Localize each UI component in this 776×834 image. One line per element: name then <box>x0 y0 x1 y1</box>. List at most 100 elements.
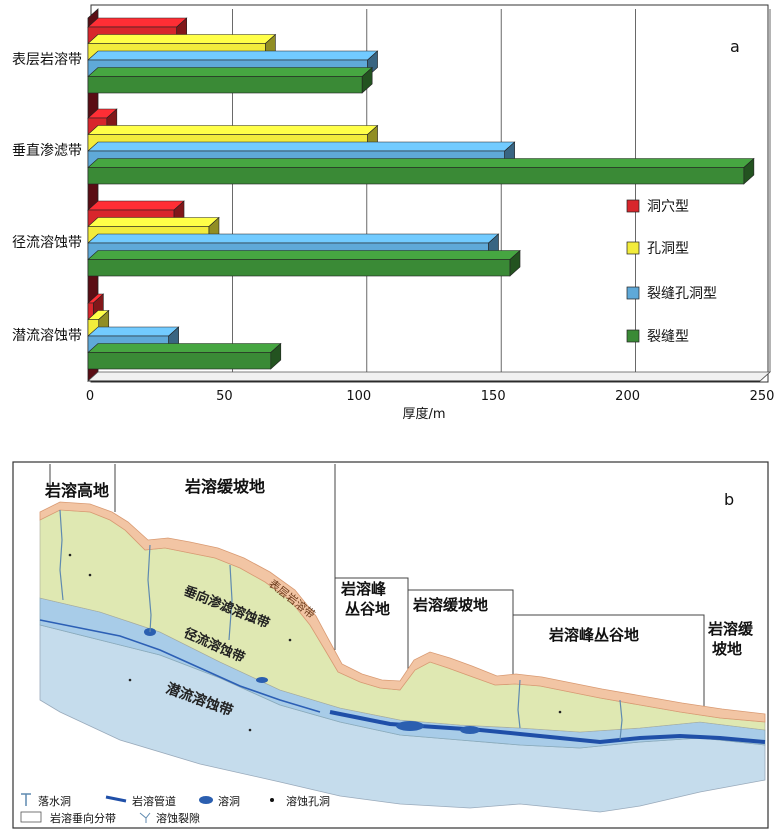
category-label: 潜流溶蚀带 <box>12 328 82 344</box>
panel-b-legend: 落水洞 岩溶管道 溶洞 溶蚀孔洞 岩溶垂向分带 溶蚀裂隙 <box>20 793 330 825</box>
sinkhole-legend-icon <box>21 793 31 806</box>
legend-zoning-label: 岩溶垂向分带 <box>50 811 116 825</box>
region-label-gentle-slope-3: 岩溶缓 坡地 <box>707 620 754 658</box>
region-label-peak-cluster-1: 岩溶峰 丛谷地 <box>340 580 390 618</box>
legend-pore-label: 溶蚀孔洞 <box>286 794 330 808</box>
tick-label: 50 <box>216 389 233 404</box>
bar-top <box>87 217 220 227</box>
bar-top <box>87 50 379 61</box>
region-label-gentle-slope-2: 岩溶缓坡地 <box>412 596 488 614</box>
cave <box>256 677 268 683</box>
region-label-gentle-slope-1: 岩溶缓坡地 <box>184 477 265 496</box>
pore <box>558 710 562 714</box>
sinkhole <box>517 679 521 729</box>
region-label-peak-cluster-2: 岩溶峰丛谷地 <box>548 626 639 644</box>
chart-a-tick-labels: 0 50 100 150 200 250 <box>86 389 775 404</box>
bar-top <box>87 200 185 211</box>
legend-item: 洞穴型 <box>626 199 689 215</box>
legend-label: 孔洞型 <box>647 241 689 257</box>
panel-b-label: b <box>724 490 734 509</box>
pore <box>198 598 202 602</box>
cave <box>460 726 480 734</box>
tick-label: 100 <box>346 389 371 404</box>
chart-a-floor <box>86 371 772 382</box>
bar-side <box>509 249 521 277</box>
legend-cave: 溶洞 <box>199 794 240 808</box>
pore <box>128 678 132 682</box>
tick-label: 200 <box>615 389 640 404</box>
bar-side <box>270 342 282 370</box>
legend-swatch <box>626 329 640 343</box>
legend-sinkhole-label: 落水洞 <box>38 795 71 808</box>
legend-label: 裂缝型 <box>647 329 689 345</box>
bar-top <box>87 34 277 44</box>
legend-swatch <box>626 286 640 300</box>
region-boundaries <box>49 464 705 720</box>
bar-top <box>87 67 373 77</box>
zone-surface <box>39 501 766 723</box>
pore-legend-icon <box>270 798 274 802</box>
legend-swatch <box>626 199 640 213</box>
region-label-highland: 岩溶高地 <box>44 481 109 500</box>
bar <box>87 342 282 370</box>
karst-conduit-secondary <box>39 619 321 713</box>
chart-a-bars <box>87 17 755 370</box>
pore <box>88 573 92 577</box>
bar-top <box>87 250 521 260</box>
legend-fracture: 溶蚀裂隙 <box>139 811 200 825</box>
bar-top <box>87 158 755 168</box>
legend-conduit: 岩溶管道 <box>105 794 176 808</box>
bar <box>87 157 755 185</box>
sinkholes <box>59 509 623 741</box>
bar <box>87 249 521 277</box>
bar-side <box>361 66 373 94</box>
bar-top <box>87 125 379 135</box>
pore <box>248 618 252 622</box>
cave <box>396 721 424 731</box>
legend-swatch <box>626 241 640 255</box>
legend-cave-label: 溶洞 <box>218 794 240 808</box>
conduit-legend-icon <box>105 795 127 803</box>
region-label-peak-cluster-1-line1: 岩溶峰 <box>340 580 387 598</box>
cave-legend-icon <box>199 796 213 804</box>
bar-top <box>87 233 500 244</box>
bar <box>87 66 373 94</box>
chart-a-xlabel: 厚度/m <box>402 406 445 422</box>
karst-conduit <box>329 710 766 745</box>
bar-top <box>87 141 516 152</box>
category-label: 垂直渗滤带 <box>12 142 82 159</box>
bar-front <box>87 167 745 185</box>
tick-label: 250 <box>750 389 775 404</box>
tick-label: 150 <box>481 389 506 404</box>
pore <box>68 553 72 557</box>
pore <box>248 728 252 732</box>
sinkhole <box>59 509 64 601</box>
zoning-legend-icon <box>20 811 42 823</box>
legend-conduit-label: 岩溶管道 <box>132 794 176 808</box>
category-label: 径流溶蚀带 <box>12 235 82 251</box>
category-label: 表层岩溶带 <box>12 52 82 68</box>
sinkhole <box>228 564 233 641</box>
legend-item: 孔洞型 <box>626 241 689 257</box>
legend-label: 洞穴型 <box>647 199 689 215</box>
legend-zoning: 岩溶垂向分带 <box>20 811 116 825</box>
pore <box>288 638 292 642</box>
bar-front <box>87 76 363 94</box>
pores <box>68 553 562 732</box>
bar-front <box>87 352 272 370</box>
legend-fracture-label: 溶蚀裂隙 <box>156 811 200 825</box>
bar-top <box>87 17 188 28</box>
region-label-gentle-slope-3-line1: 岩溶缓 <box>707 620 754 638</box>
bar-top <box>87 343 282 353</box>
sinkhole <box>619 699 623 741</box>
bar-side <box>743 157 755 185</box>
panel-b-profile-diagram: b 岩溶高地 岩溶缓坡地 岩溶峰 丛谷地 岩溶缓坡地 岩溶峰丛谷地 岩溶缓 坡地 <box>12 461 769 829</box>
legend-pore: 溶蚀孔洞 <box>270 794 330 808</box>
fracture-legend-icon <box>139 812 151 823</box>
legend-label: 裂缝孔洞型 <box>647 286 717 302</box>
bar-front <box>87 259 511 277</box>
region-label-peak-cluster-1-line2: 丛谷地 <box>345 600 390 618</box>
legend-sinkhole: 落水洞 <box>21 793 71 808</box>
